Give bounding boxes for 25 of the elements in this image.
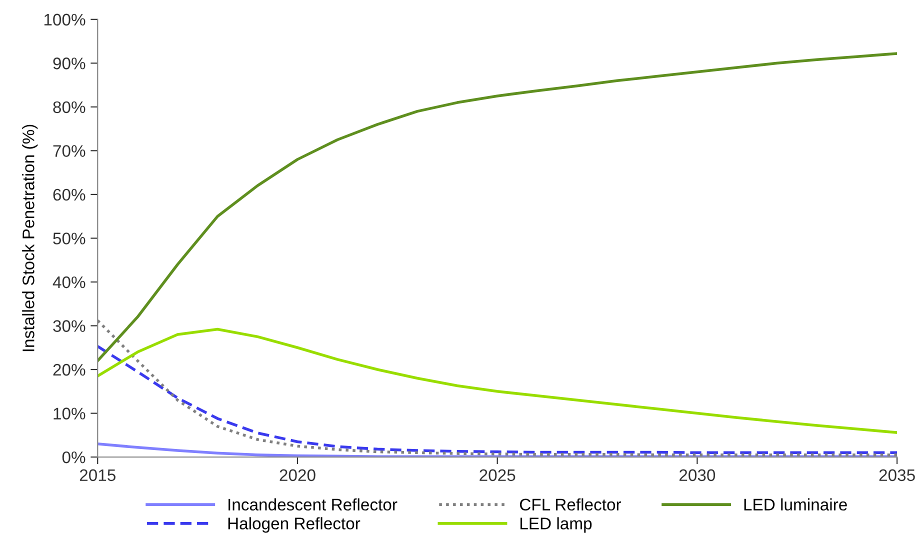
legend-label: Halogen Reflector xyxy=(228,517,360,533)
line-series xyxy=(98,328,898,434)
x-tick-label: 2015 xyxy=(80,469,116,482)
y-tick-label: 40% xyxy=(52,276,86,288)
y-axis-title: Installed Stock Penetration (%) xyxy=(22,124,38,352)
legend-label: LED lamp xyxy=(520,517,592,533)
line-series xyxy=(98,52,898,362)
legend-label: LED luminaire xyxy=(744,498,847,511)
y-tick-label: 0% xyxy=(62,451,86,464)
y-tick-label: 80% xyxy=(53,101,86,114)
y-tick-label: 70% xyxy=(53,145,86,157)
x-tick-label: 2025 xyxy=(480,469,516,482)
x-tick-label: 2030 xyxy=(680,469,716,482)
x-tick-label: 2020 xyxy=(280,469,316,482)
legend-label: Incandescent Reflector xyxy=(228,498,398,511)
y-tick-label: 10% xyxy=(54,408,86,420)
y-tick-label: 20% xyxy=(53,364,86,376)
legend-label: CFL Reflector xyxy=(520,498,622,511)
y-tick-label: 60% xyxy=(53,188,86,201)
y-tick-label: 100% xyxy=(44,14,86,26)
x-tick-label: 2035 xyxy=(879,469,915,482)
y-tick-label: 90% xyxy=(53,58,86,70)
y-tick-label: 30% xyxy=(53,320,86,332)
line-series xyxy=(98,344,898,454)
y-tick-label: 50% xyxy=(53,232,86,244)
